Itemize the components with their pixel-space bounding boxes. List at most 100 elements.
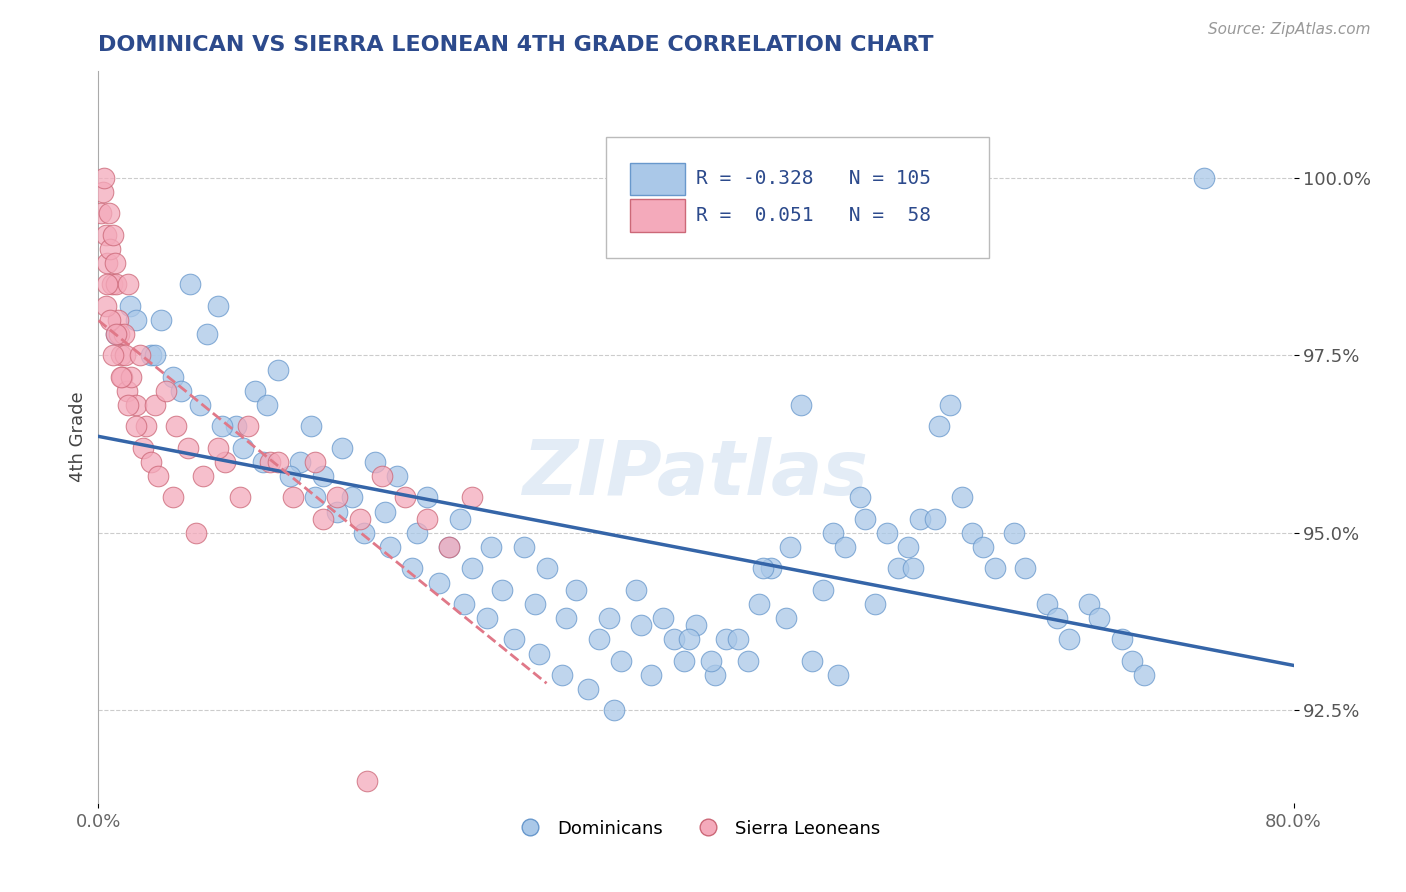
Point (801, 654, 824, 668)
Point (1077, 597, 1099, 611)
Point (326, 505, 349, 519)
Point (179, 277, 201, 292)
Point (342, 491, 364, 505)
Point (165, 419, 187, 434)
Point (827, 668, 849, 682)
Point (578, 682, 600, 697)
Point (928, 419, 950, 434)
Point (439, 540, 461, 554)
Point (349, 512, 371, 526)
Point (225, 419, 247, 434)
Point (685, 618, 707, 632)
Point (162, 369, 184, 384)
Point (117, 277, 139, 292)
Point (626, 582, 648, 597)
Point (117, 398, 139, 412)
Point (105, 327, 128, 342)
Point (901, 561, 924, 575)
Point (1192, 170, 1215, 185)
Point (405, 525, 427, 540)
Point (304, 491, 326, 505)
Point (267, 362, 290, 376)
Point (353, 525, 375, 540)
Point (311, 512, 333, 526)
Point (849, 491, 872, 505)
Point (630, 618, 652, 632)
Point (823, 525, 845, 540)
Point (281, 491, 304, 505)
Point (704, 668, 727, 682)
Point (939, 398, 962, 412)
Point (125, 313, 148, 327)
Point (598, 611, 620, 625)
Point (737, 654, 759, 668)
Point (555, 611, 578, 625)
Point (603, 704, 626, 718)
Point (865, 597, 887, 611)
Point (427, 575, 450, 590)
Point (536, 561, 558, 575)
Point (256, 398, 278, 412)
Point (104, 256, 127, 270)
Point (908, 512, 931, 526)
Point (120, 369, 142, 384)
Point (461, 561, 484, 575)
Point (652, 611, 675, 625)
Point (1121, 654, 1143, 668)
Point (143, 348, 166, 362)
Point (125, 398, 148, 412)
Point (132, 441, 155, 455)
Point (491, 582, 513, 597)
Point (169, 384, 191, 398)
Point (162, 491, 184, 505)
Point (775, 611, 797, 625)
FancyBboxPatch shape (630, 199, 685, 232)
Point (673, 654, 696, 668)
Legend: Dominicans, Sierra Leoneans: Dominicans, Sierra Leoneans (505, 813, 887, 845)
Point (177, 441, 200, 455)
Point (191, 469, 214, 483)
Point (259, 455, 281, 469)
Point (1059, 632, 1081, 647)
Point (950, 491, 973, 505)
Point (610, 654, 633, 668)
Point (108, 327, 131, 342)
Point (449, 512, 471, 526)
Point (229, 491, 252, 505)
Point (110, 348, 132, 362)
Text: ZIPatlas: ZIPatlas (523, 437, 869, 510)
Point (853, 512, 876, 526)
Point (232, 441, 254, 455)
Point (150, 313, 173, 327)
Point (1014, 561, 1036, 575)
Point (103, 348, 125, 362)
Point (502, 632, 524, 647)
Point (311, 469, 333, 483)
Point (326, 491, 349, 505)
Point (550, 668, 572, 682)
Point (304, 455, 326, 469)
Point (984, 561, 1007, 575)
Point (148, 469, 170, 483)
Point (886, 561, 908, 575)
Point (748, 597, 770, 611)
Point (962, 525, 984, 540)
Point (105, 277, 128, 292)
Point (101, 277, 124, 292)
Point (139, 348, 162, 362)
Point (453, 597, 475, 611)
Point (155, 384, 177, 398)
Point (876, 525, 898, 540)
Y-axis label: 4th Grade: 4th Grade (69, 392, 87, 483)
Point (110, 369, 132, 384)
Point (1133, 668, 1156, 682)
Point (211, 419, 233, 434)
Point (789, 398, 811, 412)
Point (371, 469, 394, 483)
Point (207, 441, 229, 455)
Point (811, 582, 834, 597)
Point (129, 348, 152, 362)
Point (197, 327, 219, 342)
Point (96, 256, 118, 270)
Point (207, 299, 229, 313)
